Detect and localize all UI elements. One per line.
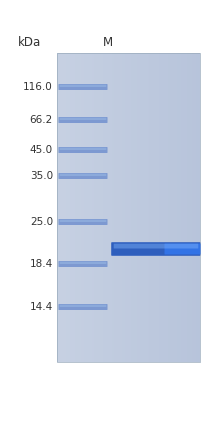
FancyBboxPatch shape bbox=[60, 174, 106, 176]
FancyBboxPatch shape bbox=[60, 148, 106, 150]
FancyBboxPatch shape bbox=[111, 242, 201, 256]
Bar bbox=[57, 53, 200, 362]
FancyBboxPatch shape bbox=[59, 304, 107, 310]
Text: M: M bbox=[103, 35, 113, 49]
Text: 66.2: 66.2 bbox=[30, 115, 53, 125]
FancyBboxPatch shape bbox=[60, 262, 106, 264]
Text: 45.0: 45.0 bbox=[30, 145, 53, 155]
Text: 25.0: 25.0 bbox=[30, 217, 53, 227]
FancyBboxPatch shape bbox=[59, 219, 107, 225]
Text: kDa: kDa bbox=[18, 35, 41, 49]
FancyBboxPatch shape bbox=[60, 305, 106, 307]
FancyBboxPatch shape bbox=[59, 117, 107, 123]
FancyBboxPatch shape bbox=[59, 173, 107, 179]
FancyBboxPatch shape bbox=[114, 244, 198, 248]
Text: 116.0: 116.0 bbox=[23, 82, 53, 92]
Text: 18.4: 18.4 bbox=[30, 259, 53, 269]
FancyBboxPatch shape bbox=[59, 147, 107, 153]
Text: 35.0: 35.0 bbox=[30, 171, 53, 181]
FancyBboxPatch shape bbox=[60, 220, 106, 222]
FancyBboxPatch shape bbox=[60, 85, 106, 87]
FancyBboxPatch shape bbox=[164, 244, 200, 254]
Text: 14.4: 14.4 bbox=[30, 302, 53, 312]
FancyBboxPatch shape bbox=[59, 84, 107, 90]
FancyBboxPatch shape bbox=[60, 118, 106, 120]
FancyBboxPatch shape bbox=[59, 261, 107, 267]
